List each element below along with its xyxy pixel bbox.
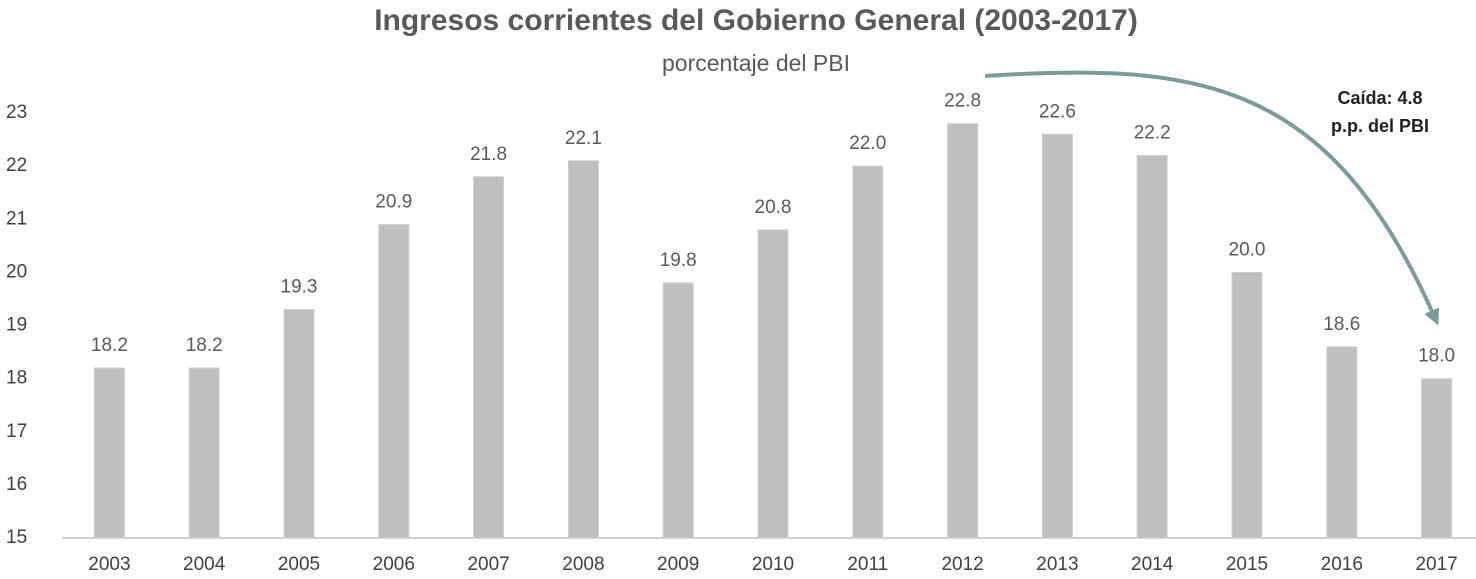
- x-tick-label: 2017: [1415, 554, 1457, 575]
- data-label: 22.6: [1039, 101, 1076, 122]
- bar: [947, 123, 979, 539]
- bar: [283, 309, 315, 539]
- x-tick-label: 2016: [1321, 554, 1363, 575]
- bar: [378, 224, 410, 539]
- y-tick-label: 22: [6, 155, 27, 176]
- x-tick-label: 2014: [1131, 554, 1174, 575]
- bar: [93, 367, 125, 539]
- y-tick-label: 15: [6, 527, 27, 548]
- x-tick-label: 2008: [562, 554, 604, 575]
- data-label: 18.6: [1323, 314, 1360, 335]
- data-label: 19.8: [660, 250, 697, 271]
- x-tick-label: 2009: [657, 554, 699, 575]
- bar: [188, 367, 220, 539]
- y-tick-label: 21: [6, 208, 27, 229]
- x-tick-label: 2015: [1226, 554, 1268, 575]
- data-label: 22.2: [1134, 123, 1171, 144]
- x-tick-label: 2007: [467, 554, 509, 575]
- data-label: 22.8: [944, 91, 981, 112]
- data-label: 18.0: [1418, 346, 1455, 367]
- x-tick-label: 2013: [1036, 554, 1078, 575]
- data-label: 22.0: [849, 133, 886, 154]
- bar: [757, 229, 789, 539]
- annotation: Caída: 4.8: [1337, 88, 1422, 108]
- data-label: 18.2: [91, 335, 128, 356]
- data-label: 22.1: [565, 128, 602, 149]
- bar: [1041, 133, 1073, 539]
- chart-subtitle: porcentaje del PBI: [662, 50, 850, 76]
- bar: [662, 282, 694, 539]
- bar: [852, 165, 884, 539]
- x-tick-label: 2004: [183, 554, 226, 575]
- x-tick-label: 2012: [941, 554, 983, 575]
- annotation: p.p. del PBI: [1331, 116, 1429, 136]
- data-label: 20.9: [375, 192, 412, 213]
- bar: [1326, 346, 1358, 539]
- bar: [1231, 271, 1263, 539]
- y-tick-label: 16: [6, 474, 27, 495]
- y-tick-label: 20: [6, 261, 27, 282]
- data-label: 20.0: [1229, 239, 1266, 260]
- bar: [473, 176, 505, 539]
- x-tick-label: 2011: [847, 554, 888, 575]
- data-label: 21.8: [470, 144, 507, 165]
- bar: [1136, 155, 1168, 539]
- data-label: 20.8: [755, 197, 792, 218]
- y-tick-label: 18: [6, 368, 27, 389]
- x-tick-label: 2003: [88, 554, 130, 575]
- x-tick-label: 2006: [373, 554, 415, 575]
- chart-title: Ingresos corrientes del Gobierno General…: [374, 4, 1138, 37]
- x-tick-label: 2005: [278, 554, 320, 575]
- x-tick-label: 2010: [752, 554, 794, 575]
- y-tick-label: 17: [6, 421, 27, 442]
- data-label: 18.2: [186, 335, 223, 356]
- bar: [567, 160, 599, 539]
- y-tick-label: 19: [6, 315, 27, 336]
- bar: [1421, 378, 1453, 539]
- y-tick-label: 23: [6, 102, 27, 123]
- data-label: 19.3: [281, 277, 318, 298]
- arrow: [984, 70, 1440, 326]
